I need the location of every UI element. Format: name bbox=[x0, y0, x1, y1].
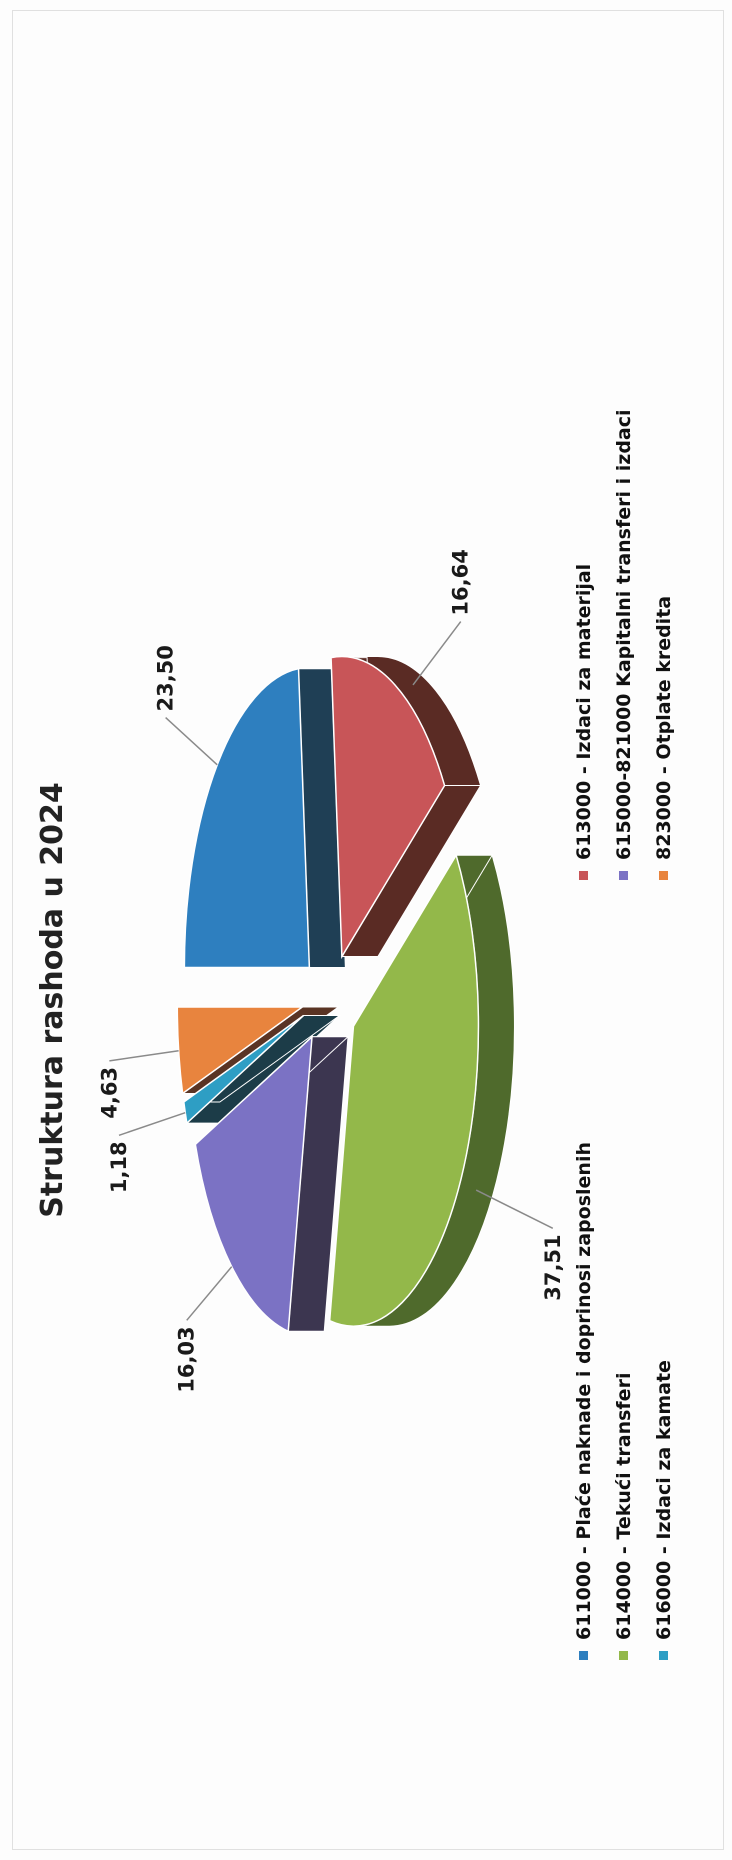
data-label-616000: 1,18 bbox=[107, 1141, 131, 1193]
pie-slices bbox=[176, 655, 515, 1333]
data-labels: 23,50 16,64 37,51 16,03 1,18 4,63 bbox=[97, 549, 564, 1393]
pie-slice-614000 bbox=[328, 853, 480, 1327]
leader-line-616000 bbox=[118, 1111, 186, 1137]
legend: 611000 - Plaće naknade i doprinosi zapos… bbox=[573, 409, 675, 1660]
legend-label-616000: 616000 - Izdaci za kamate bbox=[653, 1360, 675, 1640]
pie-chart: Struktura rashoda u 2024 23,50 16,64 37,51… bbox=[35, 409, 675, 1660]
legend-swatch-616000 bbox=[659, 1651, 668, 1660]
legend-swatch-823000 bbox=[659, 871, 668, 880]
legend-label-615000: 615000-821000 Kapitalni transferi i izda… bbox=[613, 409, 635, 860]
leader-line-613000 bbox=[412, 621, 462, 686]
leader-line-611000 bbox=[165, 716, 218, 766]
pie-slice-611000 bbox=[183, 667, 311, 969]
legend-swatch-614000 bbox=[619, 1651, 628, 1660]
data-label-823000: 4,63 bbox=[97, 1067, 121, 1119]
legend-swatch-613000 bbox=[579, 871, 588, 880]
legend-label-823000: 823000 - Otplate kredita bbox=[653, 596, 675, 860]
data-label-613000: 16,64 bbox=[449, 549, 473, 615]
legend-label-614000: 614000 - Tekući transferi bbox=[613, 1373, 635, 1640]
chart-title: Struktura rashoda u 2024 bbox=[35, 782, 70, 1218]
leader-lines bbox=[109, 621, 554, 1321]
leader-line-823000 bbox=[109, 1049, 179, 1062]
legend-label-611000: 611000 - Plaće naknade i doprinosi zapos… bbox=[573, 1142, 595, 1640]
pie-slice-823000 bbox=[176, 1006, 305, 1095]
legend-swatch-611000 bbox=[579, 1651, 588, 1660]
data-label-611000: 23,50 bbox=[154, 645, 178, 711]
leader-line-614000 bbox=[475, 1189, 554, 1229]
chart-container: Struktura rashoda u 2024 23,50 16,64 37,51… bbox=[0, 20, 712, 1860]
leader-line-615000 bbox=[186, 1266, 233, 1321]
pie-slice-613000 bbox=[330, 655, 446, 960]
legend-swatch-615000 bbox=[619, 871, 628, 880]
data-label-615000: 16,03 bbox=[175, 1326, 199, 1392]
page-frame bbox=[12, 10, 724, 1850]
legend-label-613000: 613000 - Izdaci za materijal bbox=[573, 564, 595, 860]
data-label-614000: 37,51 bbox=[541, 1234, 565, 1300]
